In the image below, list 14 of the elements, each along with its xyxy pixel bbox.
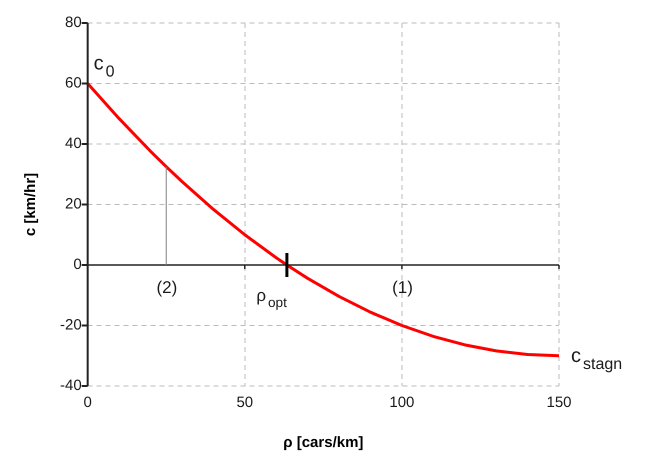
y-axis-title: c [km/hr] xyxy=(22,172,40,236)
annotation: (2) xyxy=(156,278,178,297)
x-tick-label: 100 xyxy=(389,394,414,412)
y-tick-label: 60 xyxy=(64,74,82,92)
annotation: (1) xyxy=(392,278,413,297)
y-tick-label: -20 xyxy=(60,316,82,334)
y-tick-label: 80 xyxy=(64,14,82,32)
x-tick-label: 150 xyxy=(546,394,572,412)
x-tick-label: 50 xyxy=(236,394,254,412)
y-tick-label: 40 xyxy=(64,135,82,152)
y-tick-label: -40 xyxy=(60,377,82,394)
y-tick-label: 20 xyxy=(64,196,82,213)
y-tick-label: 0 xyxy=(73,256,82,274)
x-axis-title: ρ [cars/km] xyxy=(283,434,364,452)
